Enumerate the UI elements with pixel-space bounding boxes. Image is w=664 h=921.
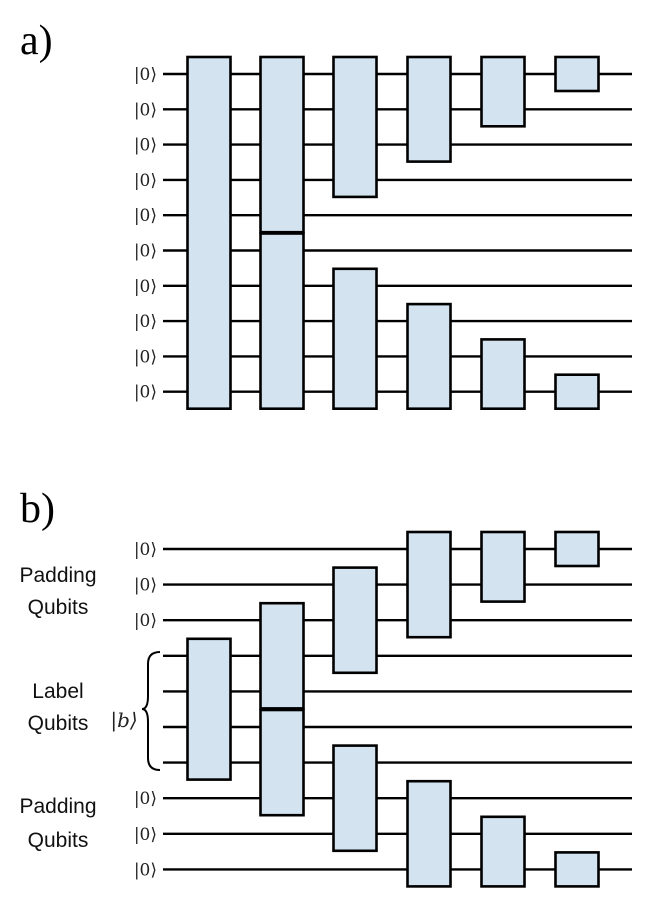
b-gate-col3-1	[332, 566, 378, 675]
panel-b-input-kets: |0⟩ |0⟩ |0⟩ |0⟩ |0⟩ |0⟩	[134, 540, 157, 880]
b-input-ket-9: |0⟩	[134, 825, 157, 845]
top-padding-label-line1: Padding	[19, 564, 96, 587]
label-state-ket: |b⟩	[110, 708, 137, 733]
b-input-ket-3: |0⟩	[134, 611, 157, 631]
b-gate-col5-2	[480, 815, 526, 888]
label-qubits-label-line2: Qubits	[28, 712, 89, 735]
b-input-ket-1: |0⟩	[134, 540, 157, 560]
panel-a-input-kets: |0⟩ |0⟩ |0⟩ |0⟩ |0⟩ |0⟩ |0⟩ |0⟩ |0⟩ |0⟩	[134, 65, 157, 403]
b-input-ket-8: |0⟩	[134, 789, 157, 809]
a-input-ket-7: |0⟩	[134, 277, 157, 297]
b-gate-col2-1	[259, 601, 305, 710]
a-input-ket-1: |0⟩	[134, 65, 157, 85]
b-gate-col6-2	[554, 851, 600, 888]
b-gate-col6-1	[554, 530, 600, 568]
a-gate-col6-2	[554, 373, 600, 411]
a-gate-col3-2	[332, 267, 378, 410]
a-gate-col5-2	[480, 338, 526, 410]
panel-a-gates	[186, 55, 600, 411]
b-gate-col2-2	[259, 708, 305, 817]
a-gate-col6-1	[554, 55, 600, 93]
panel-b-gates	[186, 530, 600, 888]
a-input-ket-4: |0⟩	[134, 171, 157, 191]
label-qubits-label-line1: Label	[32, 680, 83, 703]
b-gate-col1-1	[186, 637, 232, 781]
a-input-ket-9: |0⟩	[134, 347, 157, 367]
b-input-ket-2: |0⟩	[134, 576, 157, 596]
a-gate-col5-1	[480, 55, 526, 128]
a-gate-col2-2	[259, 232, 305, 410]
top-padding-label-line2: Qubits	[28, 596, 89, 619]
a-gate-col3-1	[332, 55, 378, 199]
a-gate-col4-2	[406, 302, 452, 411]
panel-a-wires	[163, 72, 632, 393]
a-input-ket-10: |0⟩	[134, 383, 157, 403]
a-gate-col4-1	[406, 55, 452, 163]
panel-b-label: b)	[20, 486, 55, 532]
a-gate-col1-1	[186, 55, 232, 411]
panel-a-circuit: a) |0⟩ |0⟩ |0⟩ |0⟩ |0⟩ |0⟩ |0⟩ |0⟩ |0⟩ |0⟩	[20, 18, 632, 411]
label-qubits-brace	[141, 651, 161, 771]
a-gate-col2-1	[259, 55, 305, 234]
b-gate-col5-1	[480, 530, 526, 603]
b-input-ket-10: |0⟩	[134, 860, 157, 880]
bottom-padding-label-line2: Qubits	[28, 829, 89, 852]
b-gate-col3-2	[332, 744, 378, 853]
a-input-ket-3: |0⟩	[134, 136, 157, 156]
bottom-padding-label-line1: Padding	[19, 795, 96, 818]
panel-a-label: a)	[20, 18, 53, 64]
panel-b-wires	[163, 547, 632, 871]
b-gate-col4-2	[406, 779, 452, 888]
a-input-ket-2: |0⟩	[134, 100, 157, 120]
b-gate-col4-1	[406, 530, 452, 639]
a-input-ket-8: |0⟩	[134, 312, 157, 332]
a-input-ket-6: |0⟩	[134, 242, 157, 262]
a-input-ket-5: |0⟩	[134, 206, 157, 226]
panel-b-circuit: b) |0⟩ |0⟩ |0⟩ |0⟩ |0⟩ |0⟩ Padding Qubits Lab…	[19, 486, 632, 888]
